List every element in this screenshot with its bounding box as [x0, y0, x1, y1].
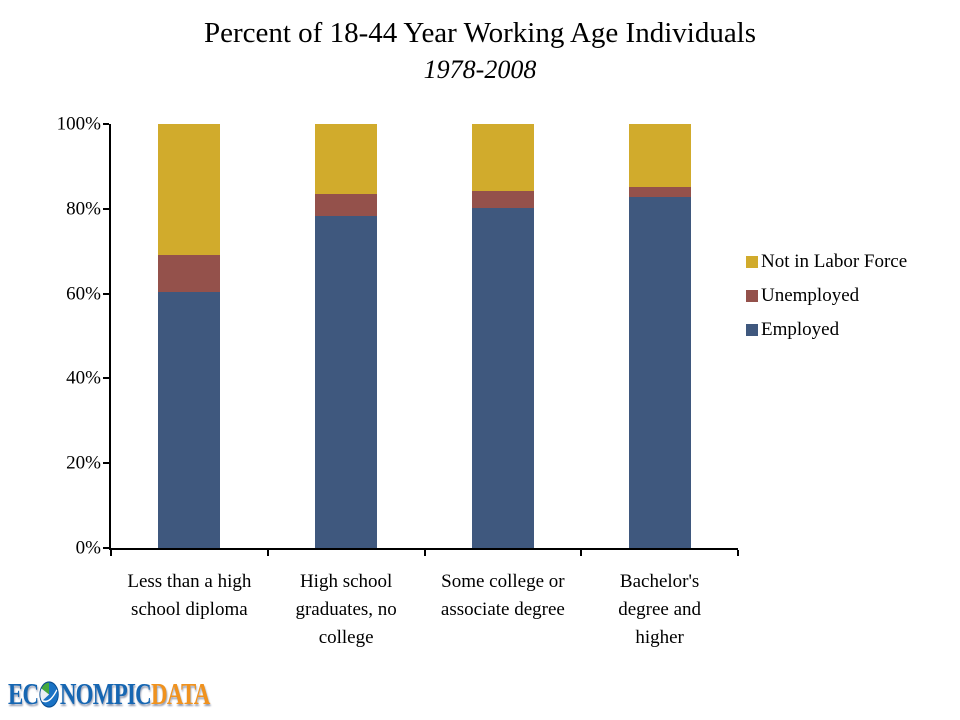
- x-axis-category-label: Bachelor's degree and higher: [618, 571, 702, 648]
- legend-swatch: [746, 323, 758, 336]
- bar-segment-employed: [471, 207, 534, 548]
- y-axis-tick-label: 0%: [75, 537, 101, 559]
- bar-segment-unemployed: [628, 187, 691, 198]
- y-axis-tick: [103, 377, 109, 380]
- legend-label: Employed: [761, 319, 840, 340]
- y-axis-tick-label: 20%: [66, 452, 101, 474]
- bar-segment-unemployed: [158, 255, 221, 292]
- plot-area: 0% 20% 40% 60% 80% 100% Less than a high schoo…: [57, 115, 739, 648]
- bar-segment-employed: [315, 216, 378, 548]
- x-axis-tick: [737, 550, 739, 556]
- legend: Not in Labor Force Unemployed Employed: [746, 251, 907, 353]
- legend-swatch: [746, 289, 758, 302]
- y-axis-tick: [103, 547, 109, 549]
- bar-2: [268, 124, 425, 548]
- bar-segment-unemployed: [315, 194, 378, 217]
- bar-3: [425, 124, 582, 548]
- y-axis-tick-label: 100%: [56, 113, 101, 135]
- x-axis-tick: [110, 550, 112, 556]
- y-axis-tick: [103, 207, 109, 210]
- legend-label: Unemployed: [761, 285, 860, 306]
- x-axis-tick: [580, 550, 583, 556]
- y-axis-tick: [103, 123, 109, 125]
- chart-subtitle: 1978-2008: [423, 55, 537, 84]
- y-axis-tick: [103, 462, 109, 465]
- x-axis-tick: [266, 550, 269, 556]
- y-axis-tick-label: 40%: [66, 367, 101, 389]
- bar-segment-employed: [158, 291, 221, 548]
- legend-item-unemployed: Unemployed: [746, 285, 907, 306]
- chart-title: Percent of 18-44 Year Working Age Indivi…: [203, 17, 757, 49]
- globe-icon: [39, 680, 59, 708]
- stacked-bar: [628, 124, 691, 548]
- stacked-bar: [315, 124, 378, 548]
- legend-item-employed: Employed: [746, 319, 907, 340]
- y-axis-tick-label: 80%: [66, 198, 101, 220]
- x-axis-category-label: Less than a high school diploma: [127, 571, 252, 620]
- bar-segment-not-in-labor-force: [158, 124, 221, 256]
- bar-segment-employed: [628, 197, 691, 548]
- econompicdata-logo[interactable]: EC NOMPIC DATA: [8, 676, 210, 712]
- x-axis-tick: [423, 550, 426, 556]
- legend-item-not-in-labor-force: Not in Labor Force: [746, 251, 907, 272]
- bar-segment-not-in-labor-force: [471, 124, 534, 191]
- y-axis-tick-label: 60%: [66, 283, 101, 305]
- logo-text-data: DATA: [150, 676, 210, 711]
- x-axis-category-label: High school graduates, no college: [295, 571, 397, 648]
- legend-label: Not in Labor Force: [761, 251, 908, 272]
- legend-swatch: [746, 255, 758, 268]
- bar-1: [111, 124, 268, 548]
- bar-segment-not-in-labor-force: [315, 124, 378, 195]
- bar-segment-not-in-labor-force: [628, 124, 691, 188]
- logo-text-nompic: NOMPIC: [59, 676, 152, 711]
- stacked-bar: [158, 124, 221, 548]
- bar-4: [581, 124, 738, 548]
- bar-segment-unemployed: [471, 190, 534, 208]
- logo-text-ec: EC: [8, 676, 39, 711]
- x-axis-category-label: Some college or associate degree: [440, 571, 565, 620]
- y-axis-tick: [103, 292, 109, 295]
- stacked-bar: [471, 124, 534, 548]
